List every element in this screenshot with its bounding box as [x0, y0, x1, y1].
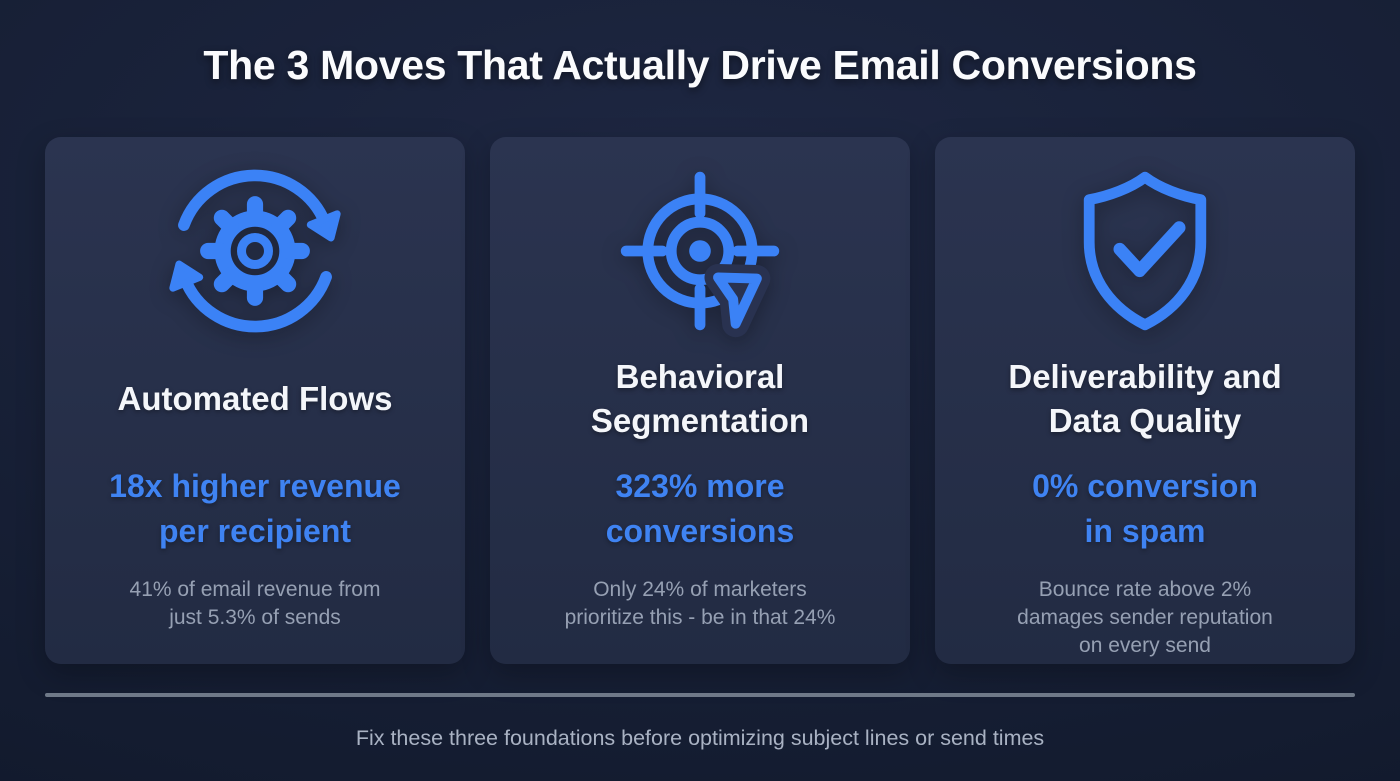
card-description: 41% of email revenue from just 5.3% of s…	[129, 578, 381, 629]
card-description: Bounce rate above 2% damages sender repu…	[1017, 578, 1273, 657]
card-description: Only 24% of marketers prioritize this - …	[564, 578, 836, 629]
card-automated-flows: Automated Flows 18x higher revenue per r…	[45, 137, 465, 664]
gear-sync-icon	[165, 161, 345, 341]
card-stat: 18x higher revenue per recipient	[109, 468, 401, 549]
divider	[45, 693, 1355, 697]
cards-row: Automated Flows 18x higher revenue per r…	[45, 137, 1355, 664]
target-cursor-icon-svg	[620, 171, 780, 338]
card-behavioral-segmentation: Behavioral Segmentation 323% more conver…	[490, 137, 910, 664]
card-stat: 323% more conversions	[605, 468, 795, 549]
gear-sync-icon-svg	[169, 169, 341, 333]
page-title: The 3 Moves That Actually Drive Email Co…	[203, 42, 1197, 88]
card-stat: 0% conversion in spam	[1032, 468, 1258, 549]
card-deliverability-data-quality: Deliverability and Data Quality 0% conve…	[935, 137, 1355, 664]
shield-check-icon-svg	[1083, 171, 1207, 331]
footer-note: Fix these three foundations before optim…	[355, 726, 1045, 750]
card-title: Automated Flows	[117, 380, 393, 418]
card-title: Behavioral Segmentation	[590, 358, 810, 439]
shield-check-icon	[1055, 161, 1235, 341]
target-cursor-icon	[610, 161, 790, 341]
card-title: Deliverability and Data Quality	[1008, 358, 1282, 439]
